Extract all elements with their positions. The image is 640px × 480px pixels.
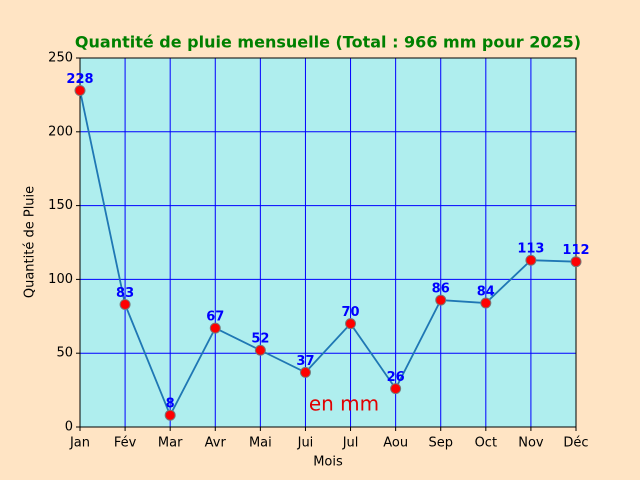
x-tick-label: Mar [158,436,183,451]
data-label: 37 [296,354,314,369]
data-label: 84 [477,285,495,300]
x-tick-label: Aou [383,436,408,451]
chart-title: Quantité de pluie mensuelle (Total : 966… [75,33,581,52]
y-tick-label: 200 [48,124,73,139]
x-tick-label: Déc [563,436,588,451]
marker [570,256,582,268]
x-tick-label: Mai [249,436,272,451]
data-label: 112 [562,243,589,258]
data-label: 113 [517,242,544,257]
marker [254,344,266,356]
marker [345,318,357,330]
data-label: 8 [166,397,175,412]
x-tick-label: Sep [428,436,453,451]
data-label: 70 [341,305,359,320]
plot-area [80,58,576,427]
marker [299,366,311,378]
x-tick-label: Fév [114,436,137,451]
data-label: 67 [206,310,224,325]
data-label: 52 [251,332,269,347]
x-tick-label: Avr [205,436,227,451]
x-tick-label: Jul [342,436,359,451]
plot-frame [79,57,577,428]
x-tick-label: Nov [518,436,544,451]
y-tick-label: 100 [48,272,73,287]
x-axis-label: Mois [313,455,343,470]
marker [209,322,221,334]
x-tick-label: Jui [297,436,314,451]
y-tick-label: 50 [56,346,73,361]
marker [164,409,176,421]
marker [119,298,131,310]
x-tick-label: Jan [69,436,90,451]
x-tick-label: Oct [475,436,497,451]
marker [390,383,402,395]
y-tick-label: 150 [48,198,73,213]
marker [74,84,86,96]
line-series [79,90,577,418]
y-tick-label: 250 [48,51,73,66]
marker [480,297,492,309]
data-label: 86 [432,282,450,297]
data-label: 83 [116,286,134,301]
y-tick-label: 0 [65,420,73,435]
data-label: 26 [387,370,405,385]
y-axis-label: Quantité de Pluie [23,186,38,298]
data-label: 228 [66,72,93,87]
annotation: en mm [309,392,379,416]
marker [435,294,447,306]
marker [525,254,537,266]
